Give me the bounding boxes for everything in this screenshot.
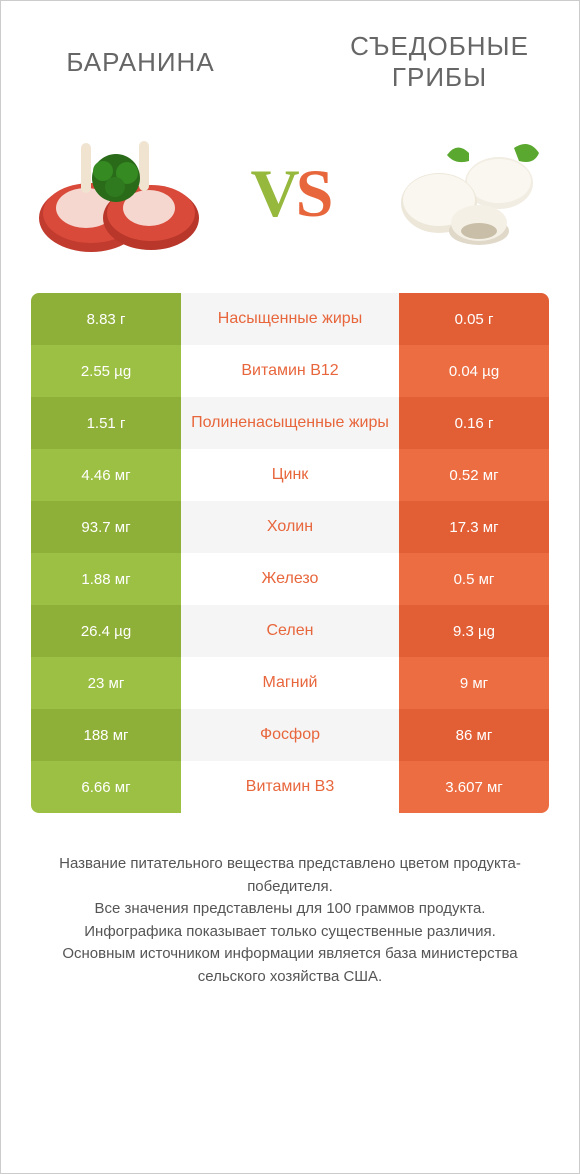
vs-v: V (251, 155, 296, 231)
table-row: 6.66 мгВитамин B33.607 мг (31, 761, 549, 813)
nutrient-label: Витамин B3 (181, 761, 399, 813)
value-right: 9.3 µg (399, 605, 549, 657)
value-right: 0.16 г (399, 397, 549, 449)
value-right: 9 мг (399, 657, 549, 709)
value-right: 0.04 µg (399, 345, 549, 397)
table-row: 8.83 гНасыщенные жиры0.05 г (31, 293, 549, 345)
nutrient-label: Фосфор (181, 709, 399, 761)
value-left: 93.7 мг (31, 501, 181, 553)
value-right: 17.3 мг (399, 501, 549, 553)
value-right: 0.5 мг (399, 553, 549, 605)
food-left-title: БАРАНИНА (21, 47, 260, 78)
food-right-title: СЪЕДОБНЫЕ ГРИБЫ (320, 31, 559, 93)
lamb-icon (31, 123, 211, 263)
footer-line: Инфографика показывает только существенн… (31, 921, 549, 944)
value-left: 23 мг (31, 657, 181, 709)
table-row: 1.51 гПолиненасыщенные жиры0.16 г (31, 397, 549, 449)
table-row: 23 мгМагний9 мг (31, 657, 549, 709)
vs-s: S (296, 155, 330, 231)
value-left: 6.66 мг (31, 761, 181, 813)
table-row: 2.55 µgВитамин B120.04 µg (31, 345, 549, 397)
nutrient-label: Магний (181, 657, 399, 709)
vs-label: VS (251, 154, 330, 233)
footer-line: Название питательного вещества представл… (31, 853, 549, 898)
value-left: 1.88 мг (31, 553, 181, 605)
nutrient-label: Насыщенные жиры (181, 293, 399, 345)
nutrient-label: Цинк (181, 449, 399, 501)
table-row: 188 мгФосфор86 мг (31, 709, 549, 761)
footer-notes: Название питательного вещества представл… (1, 813, 579, 1008)
value-left: 1.51 г (31, 397, 181, 449)
nutrient-label: Железо (181, 553, 399, 605)
value-left: 188 мг (31, 709, 181, 761)
nutrient-label: Полиненасыщенные жиры (181, 397, 399, 449)
value-left: 4.46 мг (31, 449, 181, 501)
value-left: 8.83 г (31, 293, 181, 345)
food-right-image (369, 123, 549, 263)
nutrient-label: Селен (181, 605, 399, 657)
value-left: 2.55 µg (31, 345, 181, 397)
value-right: 0.05 г (399, 293, 549, 345)
comparison-table: 8.83 гНасыщенные жиры0.05 г2.55 µgВитами… (31, 293, 549, 813)
hero-row: VS (1, 103, 579, 293)
nutrient-label: Холин (181, 501, 399, 553)
value-right: 86 мг (399, 709, 549, 761)
title-row: БАРАНИНА СЪЕДОБНЫЕ ГРИБЫ (1, 1, 579, 103)
footer-line: Все значения представлены для 100 граммо… (31, 898, 549, 921)
value-right: 3.607 мг (399, 761, 549, 813)
value-left: 26.4 µg (31, 605, 181, 657)
table-row: 26.4 µgСелен9.3 µg (31, 605, 549, 657)
footer-line: Основным источником информации является … (31, 943, 549, 988)
food-left-image (31, 123, 211, 263)
table-row: 4.46 мгЦинк0.52 мг (31, 449, 549, 501)
table-row: 1.88 мгЖелезо0.5 мг (31, 553, 549, 605)
mushroom-icon (369, 123, 549, 263)
value-right: 0.52 мг (399, 449, 549, 501)
table-row: 93.7 мгХолин17.3 мг (31, 501, 549, 553)
nutrient-label: Витамин B12 (181, 345, 399, 397)
